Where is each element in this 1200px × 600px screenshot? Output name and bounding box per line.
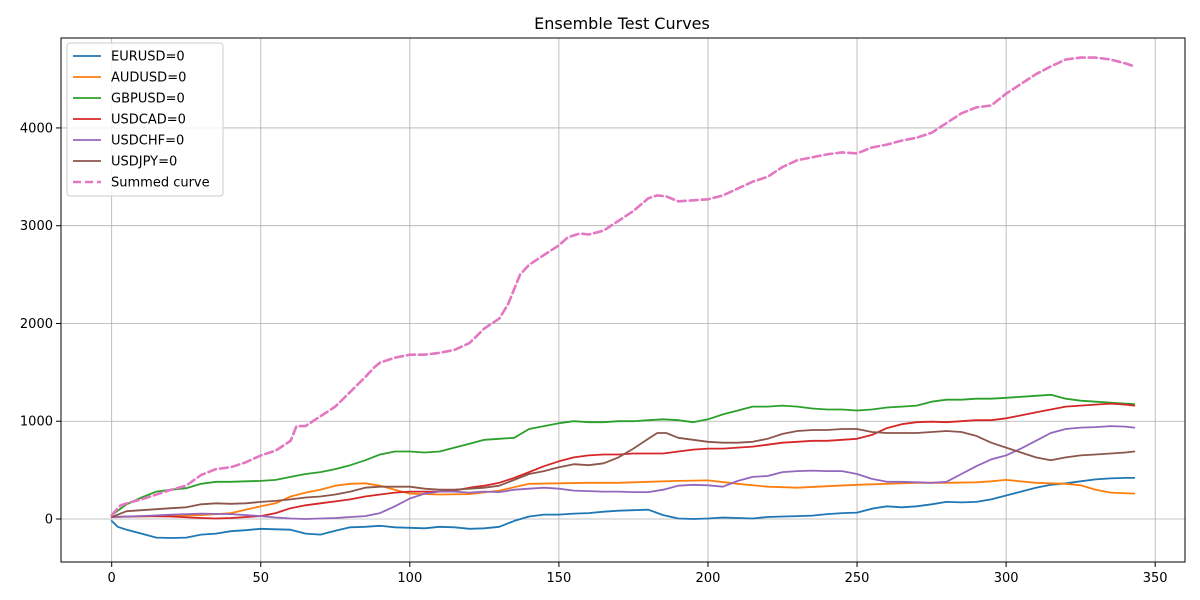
y-tick-label: 3000 [20, 219, 53, 234]
x-tick-label: 0 [108, 571, 116, 586]
x-tick-label: 200 [696, 571, 721, 586]
legend-label: Summed curve [111, 176, 210, 191]
series-line-usdjpy-0 [110, 428, 1136, 518]
series-line-summed-curve [110, 56, 1136, 517]
x-tick-label: 150 [546, 571, 571, 586]
series-line-audusd-0 [110, 478, 1136, 518]
legend-label: USDJPY=0 [111, 155, 177, 170]
series-line-usdcad-0 [110, 402, 1136, 520]
legend-label: AUDUSD=0 [111, 71, 186, 86]
series-line-gbpusd-0 [110, 393, 1136, 516]
x-tick-label: 250 [845, 571, 870, 586]
series-line-usdchf-0 [110, 425, 1136, 520]
series-lines [110, 56, 1136, 539]
x-tick-label: 50 [252, 571, 269, 586]
x-tick-label: 300 [994, 571, 1019, 586]
legend-label: EURUSD=0 [111, 50, 185, 65]
legend-box [66, 42, 224, 197]
plot-area-frame [60, 37, 1186, 563]
y-tick-label: 2000 [20, 317, 53, 332]
x-tick-label: 350 [1143, 571, 1168, 586]
chart-title: Ensemble Test Curves [534, 14, 710, 33]
grid-lines [61, 38, 1185, 562]
axis-ticks: 0 50 100 150 200 250 300 350 0 1000 2000 3000 4000 [20, 121, 1168, 586]
x-tick-label: 100 [397, 571, 422, 586]
legend-label: USDCAD=0 [111, 113, 186, 128]
y-tick-label: 4000 [20, 121, 53, 136]
y-tick-label: 0 [45, 512, 53, 527]
legend: EURUSD=0 AUDUSD=0 GBPUSD=0 USDCAD=0 USDCHF=0… [66, 42, 224, 197]
y-tick-label: 1000 [20, 415, 53, 430]
legend-label: GBPUSD=0 [111, 92, 185, 107]
series-line-eurusd-0 [110, 476, 1136, 539]
legend-label: USDCHF=0 [111, 134, 184, 149]
